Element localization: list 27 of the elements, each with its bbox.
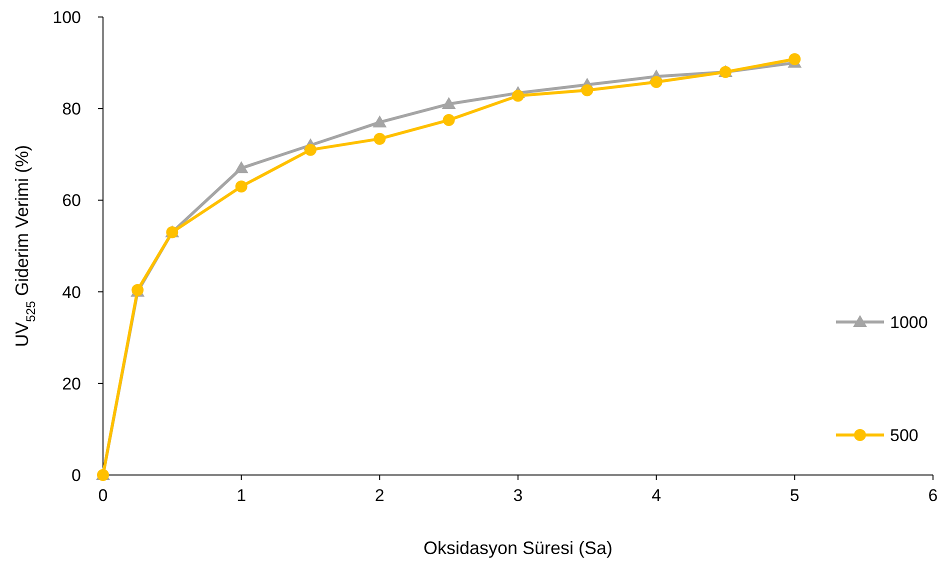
y-tick-label: 0 (72, 466, 81, 485)
point (512, 90, 524, 102)
point (234, 161, 248, 174)
x-tick-label: 5 (790, 486, 800, 505)
y-tick-label: 80 (62, 100, 81, 119)
point (442, 97, 456, 110)
point (581, 84, 594, 96)
point (788, 53, 801, 66)
point (650, 76, 662, 88)
y-tick-label: 60 (62, 191, 81, 210)
x-tick-label: 1 (236, 486, 246, 505)
x-tick-label: 2 (374, 486, 384, 505)
y-tick-label: 20 (62, 374, 81, 394)
point (372, 115, 387, 128)
x-tick-label: 3 (513, 486, 523, 505)
legend-label: 1000 (890, 312, 928, 332)
x-tick-label: 6 (928, 486, 938, 505)
point (304, 144, 316, 156)
x-tick-label: 0 (98, 486, 108, 505)
point (374, 132, 386, 145)
y-tick-label: 40 (62, 282, 81, 302)
point (235, 180, 248, 192)
point (442, 114, 455, 126)
x-tick-label: 4 (652, 486, 662, 505)
legend-label: 500 (890, 426, 918, 445)
x-axis-title: Oksidasyon Süresi (Sa) (423, 538, 613, 558)
y-tick-label: 100 (52, 8, 81, 27)
